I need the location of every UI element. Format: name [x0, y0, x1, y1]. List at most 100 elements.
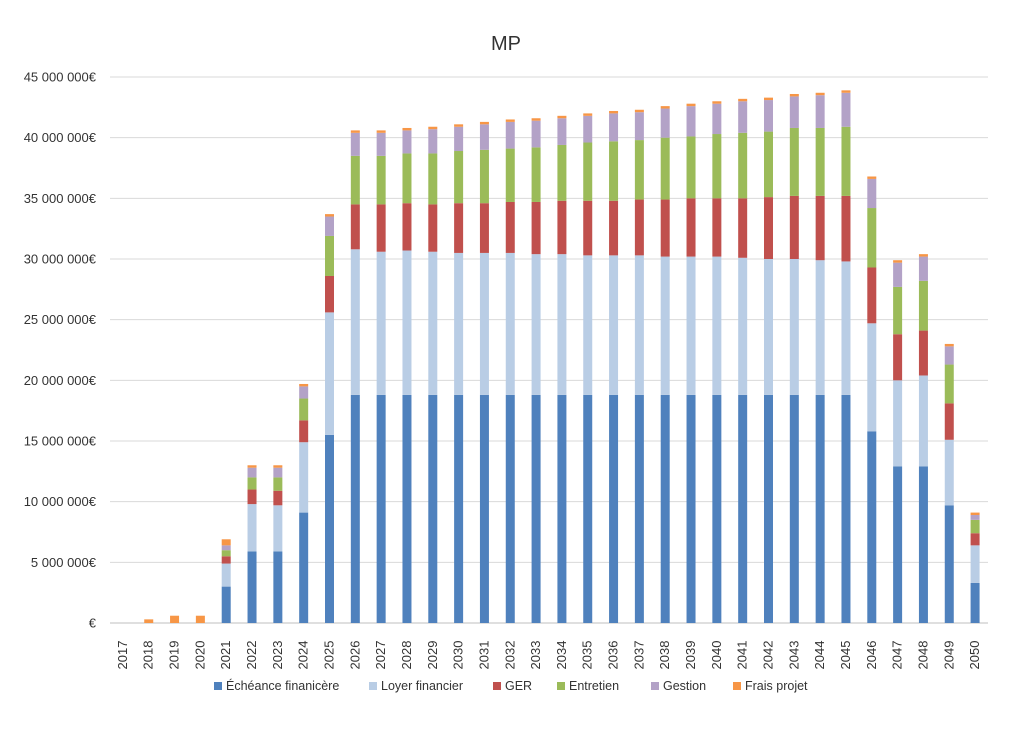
- legend-swatch: [733, 682, 741, 690]
- x-tick-label: 2045: [838, 641, 853, 670]
- x-tick-label: 2048: [915, 641, 930, 670]
- legend-label: GER: [505, 679, 532, 693]
- bar-segment: [505, 201, 515, 253]
- bar-segment: [454, 394, 464, 623]
- bar-segment: [299, 420, 309, 443]
- y-tick-label: 10 000 000€: [24, 494, 97, 509]
- bar-segment: [402, 153, 412, 204]
- bar-segment: [660, 108, 670, 138]
- bar-segment: [376, 155, 386, 205]
- bar-segment: [247, 465, 257, 468]
- bar-segment: [299, 442, 309, 513]
- bar-segment: [764, 131, 773, 198]
- bar-segment: [273, 490, 283, 506]
- bar-segment: [712, 256, 722, 395]
- bar-segment: [634, 109, 644, 113]
- bar-segment: [789, 93, 799, 97]
- bar-segment: [867, 267, 877, 324]
- x-tick-label: 2041: [735, 641, 750, 670]
- bar-segment: [505, 148, 515, 202]
- bar-segment: [815, 394, 825, 623]
- bar-segment: [531, 201, 541, 255]
- x-tick-label: 2022: [244, 641, 259, 670]
- bar-segment: [634, 199, 644, 256]
- bar-segment: [505, 121, 515, 149]
- legend-label: Loyer financier: [381, 679, 463, 693]
- bar-segment: [764, 394, 773, 623]
- bar-segment: [918, 466, 928, 623]
- bar-segment: [789, 195, 799, 259]
- bar-segment: [686, 256, 696, 395]
- bar-segment: [789, 96, 799, 128]
- bar-segment: [402, 130, 412, 154]
- bar-segment: [686, 198, 696, 257]
- bar-segment: [557, 200, 567, 255]
- bar-segment: [428, 204, 438, 252]
- bar-segment: [454, 151, 464, 204]
- bar-segment: [454, 203, 464, 253]
- bar-segment: [557, 118, 567, 145]
- bar-segment: [350, 132, 360, 156]
- x-tick-label: 2046: [864, 641, 879, 670]
- bar-segment: [273, 477, 283, 491]
- bar-segment: [247, 477, 257, 490]
- bar-segment: [815, 92, 825, 96]
- bar-segment: [764, 100, 773, 132]
- bar-segment: [893, 380, 903, 467]
- bar-segment: [402, 394, 412, 623]
- bar-segment: [325, 312, 334, 435]
- bar-segment: [738, 101, 748, 133]
- bar-segment: [815, 95, 825, 128]
- bar-segment: [325, 235, 334, 276]
- legend-swatch: [651, 682, 659, 690]
- bar-segment: [557, 254, 567, 395]
- bar-segment: [583, 255, 593, 395]
- bar-segment: [918, 280, 928, 331]
- bar-segment: [583, 113, 593, 116]
- legend-label: Échéance finanicère: [226, 678, 339, 693]
- bar-segment: [350, 394, 360, 623]
- bar-segment: [634, 112, 644, 141]
- bar-segment: [428, 153, 438, 205]
- bar-segment: [970, 515, 980, 520]
- x-tick-label: 2023: [270, 641, 285, 670]
- x-tick-label: 2044: [812, 641, 827, 670]
- x-tick-label: 2036: [606, 641, 621, 670]
- bar-segment: [350, 249, 360, 395]
- x-tick-label: 2031: [476, 641, 491, 670]
- bar-segment: [815, 195, 825, 261]
- x-tick-label: 2042: [761, 641, 776, 670]
- bar-segment: [454, 124, 464, 127]
- bar-segment: [325, 214, 334, 217]
- bar-segment: [686, 136, 696, 199]
- bar-segment: [789, 259, 799, 395]
- bar-segment: [325, 434, 334, 623]
- bar-segment: [609, 255, 619, 395]
- legend-label: Entretien: [569, 679, 619, 693]
- bar-segment: [299, 398, 309, 421]
- bar-segment: [841, 126, 851, 196]
- bar-segment: [325, 275, 334, 313]
- bar-segment: [479, 149, 489, 204]
- bar-segment: [738, 394, 748, 623]
- bar-segment: [841, 92, 851, 127]
- bar-segment: [893, 286, 903, 335]
- bar-segment: [557, 394, 567, 623]
- x-tick-label: 2033: [528, 641, 543, 670]
- bar-segment: [738, 132, 748, 199]
- y-tick-label: 20 000 000€: [24, 373, 97, 388]
- bar-segment: [376, 130, 386, 133]
- bar-segment: [428, 129, 438, 154]
- bar-segment: [583, 142, 593, 201]
- bar-segment: [583, 200, 593, 256]
- bar-segment: [531, 120, 541, 148]
- bar-segment: [712, 198, 722, 257]
- bar-segment: [970, 545, 980, 583]
- legend-swatch: [369, 682, 377, 690]
- bar-segment: [221, 563, 231, 587]
- bar-segment: [970, 519, 980, 534]
- bar-segment: [350, 130, 360, 133]
- y-tick-label: 25 000 000€: [24, 312, 97, 327]
- bar-segment: [144, 619, 154, 623]
